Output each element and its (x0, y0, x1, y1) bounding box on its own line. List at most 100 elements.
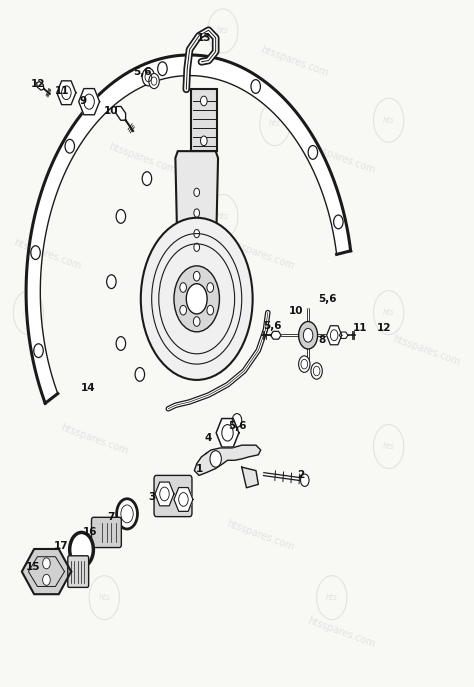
Text: 1: 1 (195, 464, 203, 474)
Circle shape (180, 283, 186, 293)
Text: 5,6: 5,6 (228, 421, 246, 431)
Text: 15: 15 (26, 562, 40, 572)
Circle shape (43, 574, 50, 585)
Circle shape (116, 210, 126, 223)
Circle shape (251, 80, 260, 93)
Circle shape (174, 266, 219, 332)
Bar (191, 89, 217, 151)
Circle shape (201, 96, 207, 106)
Polygon shape (216, 418, 239, 447)
Text: hts: hts (98, 593, 110, 602)
Circle shape (142, 68, 155, 86)
Text: 16: 16 (83, 528, 97, 537)
Circle shape (334, 215, 343, 229)
Text: htsspares.com: htsspares.com (306, 615, 376, 649)
Polygon shape (22, 549, 71, 594)
Polygon shape (155, 482, 174, 506)
Text: 12: 12 (31, 79, 45, 89)
Text: htsspares.com: htsspares.com (12, 237, 82, 271)
Circle shape (207, 283, 214, 293)
Circle shape (308, 146, 318, 159)
Circle shape (299, 322, 318, 349)
Text: htsspares.com: htsspares.com (60, 423, 130, 457)
Polygon shape (57, 81, 76, 104)
Polygon shape (26, 55, 351, 403)
Polygon shape (327, 326, 342, 345)
Text: 5,6: 5,6 (318, 294, 337, 304)
Circle shape (193, 317, 200, 326)
FancyBboxPatch shape (154, 475, 192, 517)
Circle shape (31, 246, 40, 260)
Polygon shape (242, 467, 258, 488)
Circle shape (193, 271, 200, 281)
Polygon shape (175, 151, 218, 268)
Text: 12: 12 (377, 324, 391, 333)
Text: hts: hts (217, 26, 229, 36)
Text: 10: 10 (104, 106, 118, 116)
Circle shape (201, 136, 207, 146)
Circle shape (210, 451, 221, 467)
Circle shape (70, 532, 93, 567)
Text: htsspares.com: htsspares.com (145, 333, 215, 368)
Text: 2: 2 (297, 471, 305, 480)
Circle shape (65, 139, 74, 153)
Circle shape (194, 243, 200, 251)
Text: htsspares.com: htsspares.com (226, 519, 296, 553)
Circle shape (299, 356, 310, 372)
Circle shape (43, 558, 50, 569)
Circle shape (117, 499, 137, 529)
Circle shape (149, 74, 159, 89)
Text: htsspares.com: htsspares.com (107, 141, 177, 175)
Text: hts: hts (326, 593, 338, 602)
Circle shape (311, 363, 322, 379)
Text: htsspares.com: htsspares.com (259, 45, 329, 79)
Text: htsspares.com: htsspares.com (226, 237, 296, 271)
Circle shape (135, 368, 145, 381)
Text: hts: hts (383, 308, 395, 317)
Text: 4: 4 (205, 433, 212, 442)
Text: hts: hts (217, 212, 229, 221)
Circle shape (141, 218, 253, 380)
Circle shape (301, 474, 309, 486)
Text: hts: hts (383, 115, 395, 125)
Circle shape (194, 188, 200, 196)
Circle shape (142, 172, 152, 185)
Text: 9: 9 (79, 96, 87, 106)
Text: 11: 11 (353, 324, 367, 333)
Text: hts: hts (183, 308, 196, 317)
Text: 3: 3 (148, 492, 155, 502)
Circle shape (207, 305, 214, 315)
Polygon shape (271, 331, 281, 339)
FancyBboxPatch shape (91, 517, 121, 548)
Circle shape (180, 305, 186, 315)
Polygon shape (174, 488, 193, 511)
FancyBboxPatch shape (68, 556, 89, 587)
Text: htsspares.com: htsspares.com (392, 333, 462, 368)
Text: 11: 11 (55, 86, 69, 95)
Circle shape (194, 229, 200, 238)
Text: 13: 13 (197, 33, 211, 43)
Polygon shape (79, 89, 100, 115)
Polygon shape (339, 332, 348, 339)
Text: 14: 14 (81, 383, 95, 393)
Text: htsspares.com: htsspares.com (306, 141, 376, 175)
Text: 10: 10 (289, 306, 303, 315)
Text: hts: hts (383, 442, 395, 451)
Circle shape (194, 209, 200, 217)
Text: 17: 17 (55, 541, 69, 551)
Text: 5,6: 5,6 (263, 322, 282, 331)
Text: 7: 7 (108, 512, 115, 521)
Text: 5,6: 5,6 (133, 67, 152, 77)
Text: hts: hts (269, 119, 281, 128)
Text: 8: 8 (319, 335, 326, 345)
Circle shape (158, 62, 167, 76)
Text: hts: hts (22, 308, 35, 317)
Circle shape (116, 337, 126, 350)
Polygon shape (194, 445, 261, 475)
Circle shape (107, 275, 116, 289)
Circle shape (186, 284, 207, 314)
Circle shape (232, 414, 242, 427)
Polygon shape (116, 106, 126, 120)
Circle shape (34, 344, 43, 357)
Polygon shape (36, 82, 44, 90)
